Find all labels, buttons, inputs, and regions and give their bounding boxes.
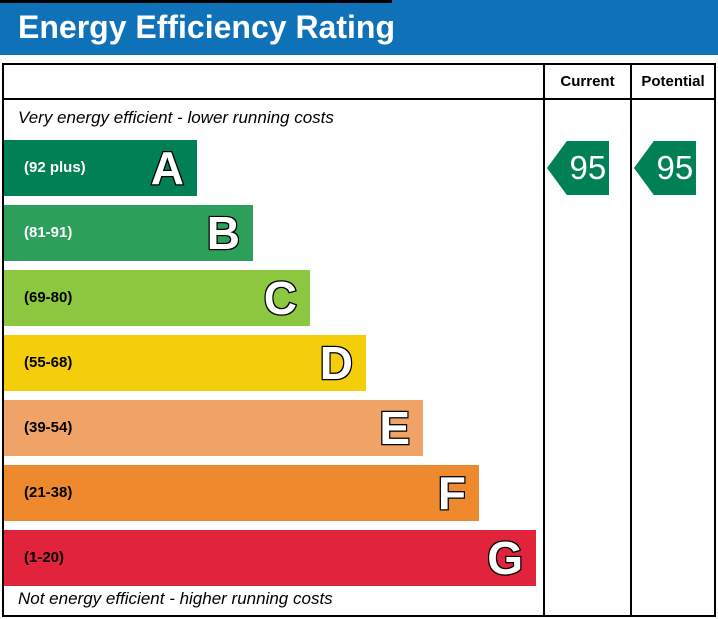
band-letter: A bbox=[150, 141, 186, 195]
band-a: (92 plus) A bbox=[4, 140, 197, 196]
current-rating-value: 95 bbox=[569, 149, 607, 186]
column-divider-potential bbox=[630, 65, 632, 615]
band-d: (55-68) D bbox=[4, 335, 366, 391]
current-rating-arrow: 95 bbox=[547, 141, 609, 195]
potential-rating-arrow: 95 bbox=[634, 141, 696, 195]
column-divider-current bbox=[543, 65, 545, 615]
band-letter: C bbox=[263, 271, 299, 325]
table-header-row: Current Potential bbox=[4, 65, 714, 100]
band-letter: D bbox=[319, 336, 355, 390]
title-bar-top-strip bbox=[0, 0, 392, 3]
band-chart-area: Very energy efficient - lower running co… bbox=[4, 100, 543, 615]
band-letter: B bbox=[206, 206, 242, 260]
band-range: (55-68) bbox=[24, 354, 73, 371]
band-letter: G bbox=[486, 531, 524, 585]
band-letter: F bbox=[437, 466, 468, 520]
band-range: (21-38) bbox=[24, 484, 73, 501]
band-e: (39-54) E bbox=[4, 400, 423, 456]
band-c: (69-80) C bbox=[4, 270, 310, 326]
title-bar: Energy Efficiency Rating bbox=[0, 0, 718, 55]
potential-rating-value: 95 bbox=[656, 149, 694, 186]
column-header-potential: Potential bbox=[641, 73, 705, 90]
band-range: (1-20) bbox=[24, 549, 65, 566]
band-f: (21-38) F bbox=[4, 465, 479, 521]
rating-table: Current Potential Very energy efficient … bbox=[2, 63, 716, 617]
band-g: (1-20) G bbox=[4, 530, 536, 586]
column-header-current: Current bbox=[560, 73, 615, 90]
band-range: (39-54) bbox=[24, 419, 73, 436]
band-range: (92 plus) bbox=[24, 159, 86, 176]
band-letter: E bbox=[378, 401, 411, 455]
band-range: (81-91) bbox=[24, 224, 73, 241]
note-not-efficient: Not energy efficient - higher running co… bbox=[18, 589, 333, 608]
page-title: Energy Efficiency Rating bbox=[18, 9, 395, 45]
note-very-efficient: Very energy efficient - lower running co… bbox=[18, 108, 334, 127]
band-b: (81-91) B bbox=[4, 205, 253, 261]
band-range: (69-80) bbox=[24, 289, 73, 306]
